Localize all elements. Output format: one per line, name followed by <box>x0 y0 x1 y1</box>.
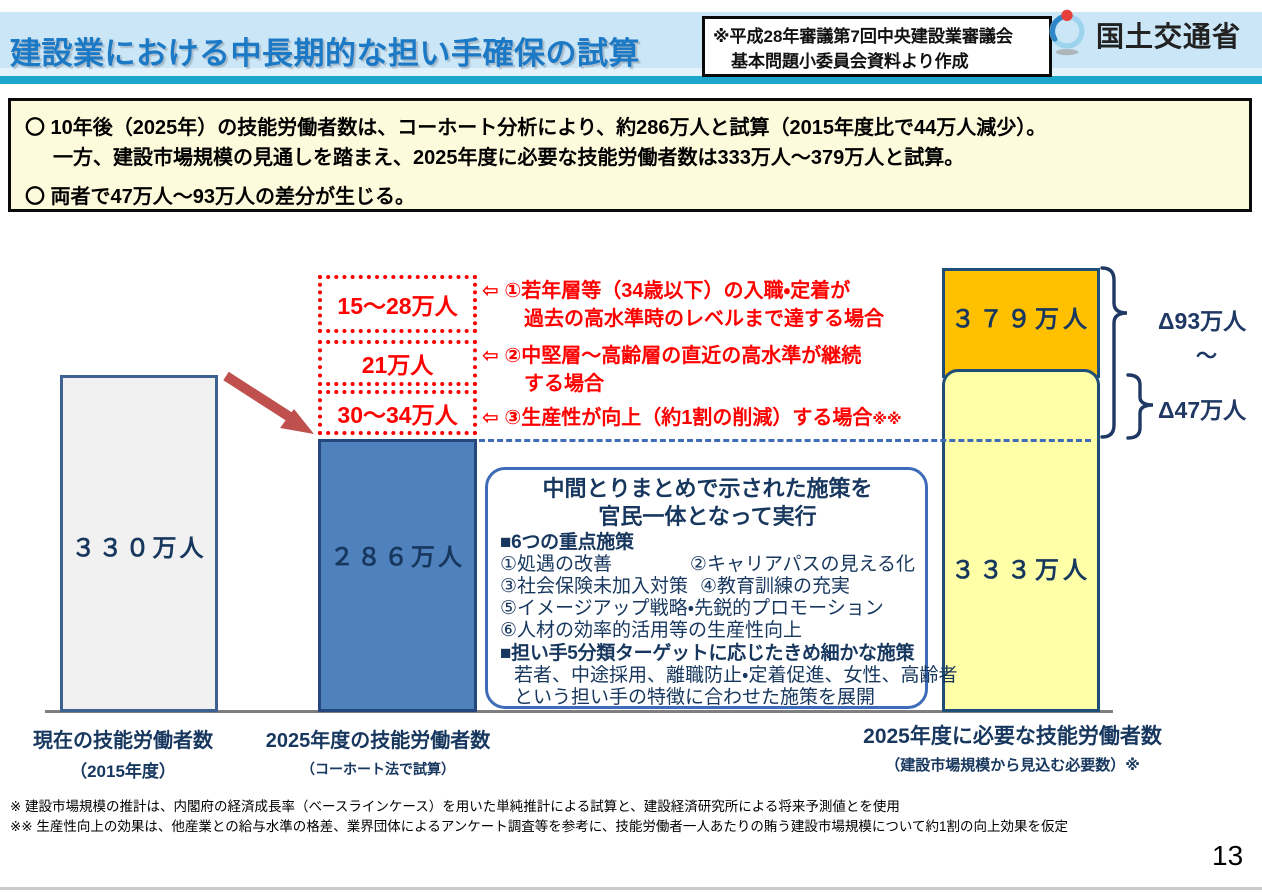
difference-separator: 〜 <box>1196 345 1217 368</box>
footnote-line2: ※※ 生産性向上の効果は、他産業との給与水準の格差、業界団体によるアンケート調査… <box>10 819 1068 834</box>
source-note-line1: ※平成28年審議第7回中央建設業審議会 <box>713 27 1013 46</box>
footnote-line1: ※ 建設市場規模の推計は、内閣府の経済成長率（ベースラインケース）を用いた単純推… <box>10 799 900 814</box>
decline-arrow-icon <box>218 368 328 453</box>
bottom-divider <box>0 887 1262 890</box>
summary-box: 〇 10年後（2025年）の技能労働者数は、コーホート分析により、約286万人と… <box>8 98 1252 212</box>
policy-item-6: ⑥人材の効率的活用等の生産性向上 <box>500 620 803 641</box>
mlit-logo-icon <box>1046 8 1088 61</box>
left-white-arrow-icon: ⇦ <box>482 280 499 302</box>
gap-box-middle-value: 21万人 <box>361 352 434 378</box>
footnote-ref: ※※ <box>872 411 902 428</box>
page-title: 建設業における中長期的な担い手確保の試算 <box>10 36 640 71</box>
cohort-level-dashed-line <box>479 439 1091 442</box>
left-white-arrow-icon: ⇦ <box>482 407 499 429</box>
bar-cohort-value: ２８６万人 <box>330 544 465 571</box>
source-note-box: ※平成28年審議第7回中央建設業審議会 基本問題小委員会資料より作成 <box>702 16 1052 77</box>
bar-cohort-estimate: ２８６万人 <box>318 439 477 712</box>
header-band-pale <box>0 68 1262 76</box>
page-number: 13 <box>1212 840 1244 871</box>
policy-row-2: ③社会保険未加入対策 ④教育訓練の充実 <box>500 576 851 597</box>
policy-title-line1: 中間とりまとめで示された施策を <box>542 476 873 501</box>
policy-heading-six: ■6つの重点施策 <box>500 532 634 553</box>
gap-box-young-value: 15～28万人 <box>337 293 458 319</box>
bar-needed-low-value: ３３３万人 <box>951 557 1091 584</box>
gap-box-middle: 21万人 <box>318 340 477 386</box>
brace-small <box>1126 373 1154 440</box>
gap-note-productivity: ⇦ ③生産性が向上（約1割の削減）する場合※※ <box>482 407 902 429</box>
policy-title-line2: 官民一体となって実行 <box>598 504 817 529</box>
policy-item-5: ⑤イメージアップ戦略・先鋭的プロモーション <box>500 598 884 619</box>
summary-line3: 〇 両者で47万人～93万人の差分が生じる。 <box>25 186 416 208</box>
gap-box-productivity-value: 30～34万人 <box>337 401 458 428</box>
header-band-teal <box>0 76 1262 84</box>
bar-needed-high-value: ３７９万人 <box>951 306 1091 333</box>
difference-braces <box>1098 260 1158 460</box>
difference-low-label: Δ47万人 <box>1158 397 1247 423</box>
brace-large <box>1100 266 1128 439</box>
policy-tail-line1: 若者、中途採用、離職防止・定着促進、女性、高齢者 <box>514 665 958 686</box>
policy-row-1: ①処遇の改善 ②キャリアパスの見える化 <box>500 554 915 575</box>
footnotes: ※ 建設市場規模の推計は、内閣府の経済成長率（ベースラインケース）を用いた単純推… <box>10 797 1068 837</box>
chart-baseline <box>45 710 1113 713</box>
bar-needed-low: ３３３万人 <box>942 369 1100 712</box>
bar-needed-high: ３７９万人 <box>942 268 1100 378</box>
summary-line2: 一方、建設市場規模の見通しを踏まえ、2025年度に必要な技能労働者数は333万人… <box>53 147 965 169</box>
source-note-line2: 基本問題小委員会資料より作成 <box>731 52 969 71</box>
axis-label-needed: 2025年度に必要な技能労働者数 （建設市場規模から見込む必要数）※ <box>863 725 1162 774</box>
summary-line1: 〇 10年後（2025年）の技能労働者数は、コーホート分析により、約286万人と… <box>25 117 1047 139</box>
agency-name: 国土交通省 <box>1096 20 1242 52</box>
policy-heading-targets: ■担い手5分類ターゲットに応じたきめ細かな施策 <box>500 643 915 664</box>
axis-label-cohort: 2025年度の技能労働者数 （コーホート法で試算） <box>265 730 491 777</box>
bar-current-workers: ３３０万人 <box>60 375 218 712</box>
policy-box: 中間とりまとめで示された施策を 官民一体となって実行 ■6つの重点施策 ①処遇の… <box>485 467 958 709</box>
gap-note-middle: ⇦ ②中堅層～高齢層の直近の高水準が継続 する場合 <box>482 345 862 395</box>
policy-tail-line2: という担い手の特徴に合わせた施策を展開 <box>514 687 876 708</box>
difference-high-label: Δ93万人 <box>1158 308 1247 334</box>
axis-label-current: 現在の技能労働者数 （2015年度） <box>33 730 213 781</box>
gap-box-productivity: 30～34万人 <box>318 390 477 435</box>
gap-note-young: ⇦ ①若年層等（34歳以下）の入職・定着が 過去の高水準時のレベルまで達する場合 <box>482 280 884 330</box>
left-white-arrow-icon: ⇦ <box>482 345 499 367</box>
bar-current-value: ３３０万人 <box>71 535 207 562</box>
gap-box-young: 15～28万人 <box>318 275 477 333</box>
agency-logo-block: 国土交通省 <box>1046 8 1241 61</box>
